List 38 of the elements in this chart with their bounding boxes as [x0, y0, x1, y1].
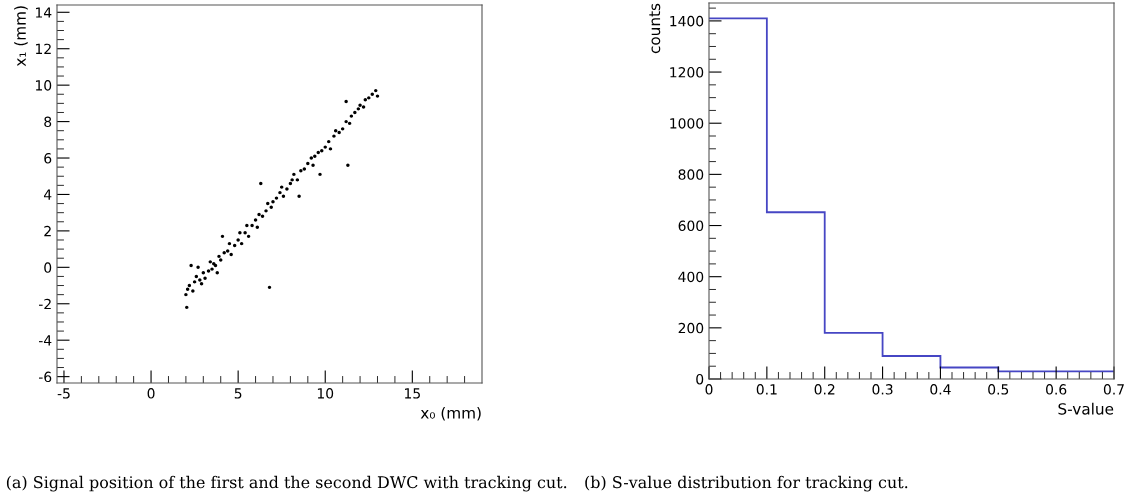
x-tick-label: 0.6: [1046, 384, 1067, 395]
y-tick-label: -4: [38, 335, 52, 346]
x-tick-label: 0: [147, 388, 155, 399]
x-tick-label: -5: [57, 388, 70, 399]
y-tick-label: -6: [38, 371, 52, 383]
y-tick-label: 12: [35, 43, 51, 54]
y-tick-label: 2: [44, 225, 51, 237]
x-axis-title: x₀ (mm): [420, 406, 481, 421]
x-tick-label: 0.2: [814, 384, 835, 395]
x-tick-label: 0.3: [872, 384, 893, 395]
x-tick-label: 0.5: [988, 384, 1009, 395]
x-tick-label: 10: [317, 388, 334, 399]
y-tick-label: 10: [35, 80, 52, 91]
y-tick-label: 0: [696, 373, 704, 385]
y-tick-label: 8: [44, 116, 52, 128]
y-tick-label: 400: [678, 271, 704, 283]
x-tick-label: 0: [705, 384, 713, 395]
text: (b) S-value distribution for tracking cut.: [585, 475, 908, 492]
x-tick-label: 0.7: [1103, 384, 1124, 395]
y-axis-title: x₁ (mm): [14, 6, 28, 67]
y-tick-label: 0: [44, 262, 52, 273]
y-tick-label: 6: [44, 152, 52, 164]
y-tick-label: 1400: [670, 15, 704, 27]
y-tick-label: 200: [678, 322, 704, 334]
y-tick-label: 1200: [670, 67, 704, 78]
x-axis-title: S-value: [1058, 402, 1114, 415]
x-tick-label: 0.1: [756, 384, 777, 395]
x-tick-label: 0.4: [930, 384, 951, 395]
y-tick-label: 800: [678, 169, 704, 180]
x-tick-label: 5: [234, 388, 242, 399]
y-tick-label: 1000: [670, 118, 704, 129]
y-tick-label: 14: [35, 7, 52, 18]
x-tick-label: 15: [405, 388, 420, 399]
y-tick-label: 4: [43, 189, 52, 200]
y-tick-label: -2: [38, 298, 51, 310]
y-axis-title: counts: [649, 3, 661, 54]
text: (a) Signal position of the first and the second DWC with tracking cut.: [6, 475, 567, 492]
y-tick-label: 600: [678, 220, 704, 231]
